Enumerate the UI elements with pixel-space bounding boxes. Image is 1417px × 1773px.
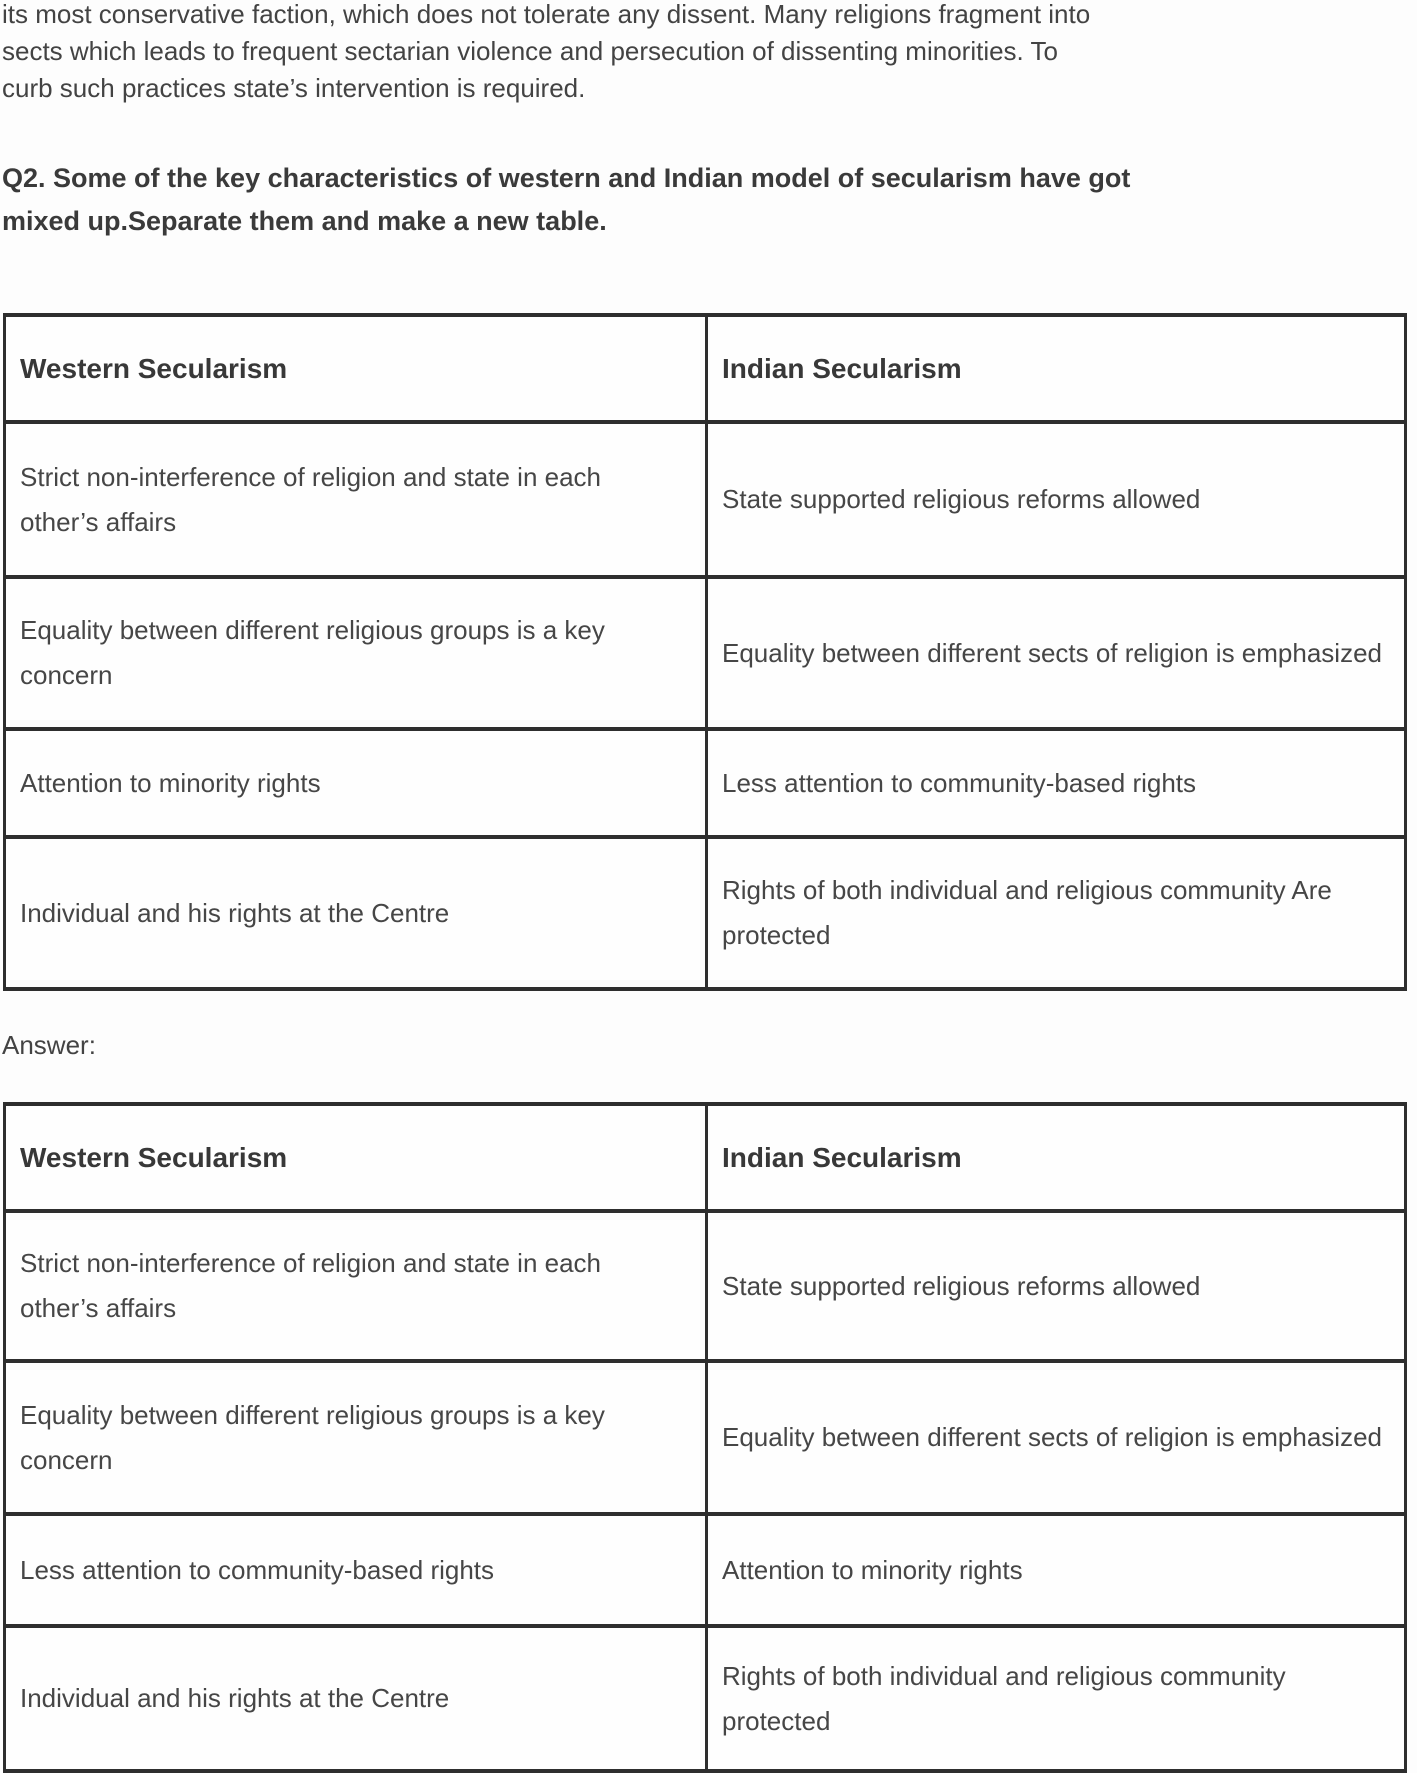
- table-cell: Rights of both individual and religious …: [705, 1624, 1407, 1773]
- table-cell: Attention to minority rights: [3, 727, 708, 839]
- table-cell: Attention to minority rights: [705, 1512, 1407, 1628]
- column-header-western-secularism: Western Secularism: [3, 313, 708, 424]
- question-heading-line: Q2. Some of the key characteristics of w…: [2, 163, 1131, 193]
- table-row: Equality between different religious gro…: [3, 1359, 1407, 1516]
- table-cell: Less attention to community-based rights: [705, 727, 1407, 839]
- table-row: Individual and his rights at the Centre …: [3, 835, 1407, 991]
- table-cell: Equality between different sects of reli…: [705, 575, 1407, 731]
- table-row: Less attention to community-based rights…: [3, 1512, 1407, 1628]
- table-row: Equality between different religious gro…: [3, 575, 1407, 731]
- column-header-indian-secularism: Indian Secularism: [705, 1102, 1407, 1213]
- table-row: Strict non-interference of religion and …: [3, 420, 1407, 579]
- intro-line: curb such practices state’s intervention…: [2, 73, 586, 103]
- table-cell: Individual and his rights at the Centre: [3, 1624, 708, 1773]
- intro-line: its most conservative faction, which doe…: [2, 0, 1091, 29]
- mixed-characteristics-table: Western Secularism Indian Secularism Str…: [3, 313, 1407, 991]
- question-heading-line: mixed up.Separate them and make a new ta…: [2, 206, 607, 236]
- table-row: Attention to minority rights Less attent…: [3, 727, 1407, 839]
- table-header-row: Western Secularism Indian Secularism: [3, 1102, 1407, 1213]
- table-cell: State supported religious reforms allowe…: [705, 1209, 1407, 1363]
- column-header-indian-secularism: Indian Secularism: [705, 313, 1407, 424]
- answer-label: Answer:: [2, 1030, 96, 1060]
- table-header-row: Western Secularism Indian Secularism: [3, 313, 1407, 424]
- answer-table: Western Secularism Indian Secularism Str…: [3, 1102, 1407, 1773]
- question-heading: Q2. Some of the key characteristics of w…: [2, 157, 1417, 243]
- table-cell: Equality between different sects of reli…: [705, 1359, 1407, 1516]
- table-cell: Less attention to community-based rights: [3, 1512, 708, 1628]
- table-cell: Strict non-interference of religion and …: [3, 1209, 708, 1363]
- intro-line: sects which leads to frequent sectarian …: [2, 36, 1058, 66]
- table-row: Strict non-interference of religion and …: [3, 1209, 1407, 1363]
- column-header-western-secularism: Western Secularism: [3, 1102, 708, 1213]
- table-cell: Individual and his rights at the Centre: [3, 835, 708, 991]
- table-cell: State supported religious reforms allowe…: [705, 420, 1407, 579]
- table-cell: Equality between different religious gro…: [3, 575, 708, 731]
- table-cell: Equality between different religious gro…: [3, 1359, 708, 1516]
- table-cell: Strict non-interference of religion and …: [3, 420, 708, 579]
- table-row: Individual and his rights at the Centre …: [3, 1624, 1407, 1773]
- table-cell: Rights of both individual and religious …: [705, 835, 1407, 991]
- intro-paragraph: its most conservative faction, which doe…: [2, 0, 1417, 107]
